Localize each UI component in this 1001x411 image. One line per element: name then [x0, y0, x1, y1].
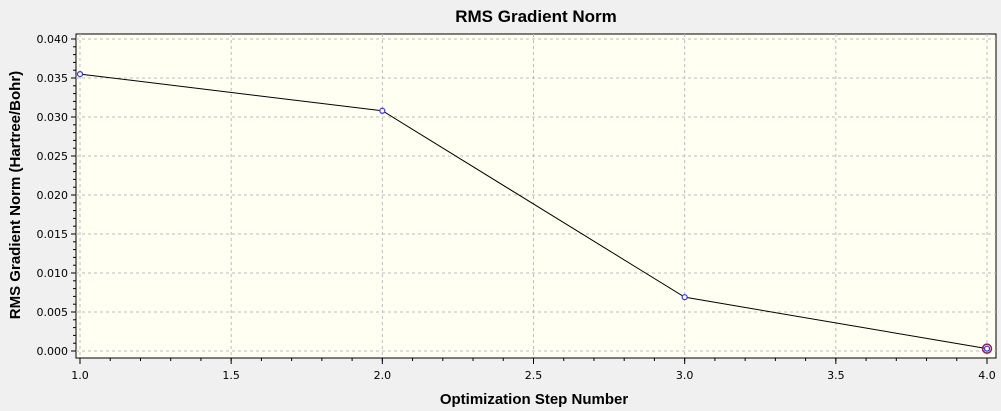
x-tick-label: 3.0 [676, 369, 694, 382]
y-tick-label: 0.040 [37, 33, 69, 46]
data-point [76, 70, 84, 78]
data-point [379, 107, 386, 114]
data-point [681, 294, 688, 301]
y-tick-label: 0.020 [37, 189, 69, 202]
grid [76, 34, 996, 358]
data-point [983, 345, 991, 352]
x-tick-label: 2.5 [525, 369, 543, 382]
x-axis-ticks: 1.0 1.5 2.0 2.5 3.0 3.5 4.0 [71, 358, 996, 382]
y-axis-ticks: 0.000 0.005 0.010 0.015 0.020 0.025 0.030 0.035… [37, 33, 76, 358]
series-group [76, 70, 993, 354]
x-tick-label: 3.5 [827, 369, 845, 382]
final-point-ring [981, 343, 993, 354]
y-tick-label: 0.010 [37, 267, 69, 280]
series-line [79, 73, 988, 350]
y-tick-label: 0.005 [37, 306, 69, 319]
plot-area [75, 33, 997, 359]
x-tick-label: 2.0 [374, 369, 392, 382]
x-tick-label: 1.0 [71, 369, 89, 382]
chart-title: RMS Gradient Norm [455, 7, 617, 26]
y-tick-label: 0.015 [37, 228, 69, 241]
x-tick-label: 4.0 [978, 369, 996, 382]
y-tick-label: 0.000 [37, 345, 69, 358]
y-tick-label: 0.025 [37, 150, 69, 163]
y-tick-label: 0.030 [37, 111, 69, 124]
x-axis-label: Optimization Step Number [440, 391, 629, 408]
y-tick-label: 0.035 [37, 72, 69, 85]
y-axis-label: RMS Gradient Norm (Hartree/Bohr) [7, 71, 24, 319]
x-tick-label: 1.5 [222, 369, 240, 382]
